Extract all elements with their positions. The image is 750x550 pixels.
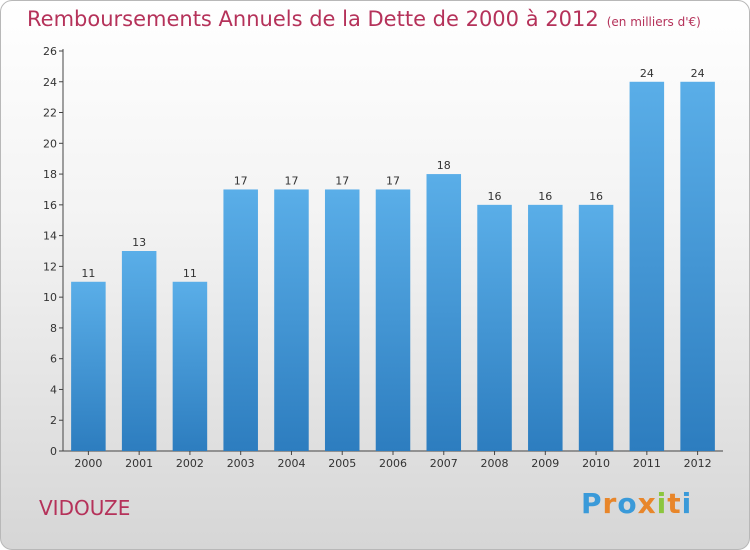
y-tick-label: 4 (50, 383, 57, 396)
x-tick-label: 2011 (633, 457, 661, 470)
bar (324, 189, 360, 451)
logo-letter: P (581, 487, 603, 520)
bar (528, 204, 563, 451)
bar (629, 81, 665, 452)
bar (274, 189, 309, 451)
x-tick-label: 2006 (379, 457, 407, 470)
x-tick-label: 2000 (74, 457, 102, 470)
bar-value-label: 11 (81, 267, 95, 280)
logo-letter: i (681, 487, 693, 520)
y-tick-label: 22 (43, 107, 57, 120)
bar (477, 204, 512, 451)
y-tick-label: 6 (50, 353, 57, 366)
y-tick-label: 14 (43, 230, 57, 243)
bar-value-label: 18 (437, 159, 451, 172)
y-tick-label: 8 (50, 322, 57, 335)
y-tick-label: 16 (43, 199, 57, 212)
bar-value-label: 24 (640, 67, 654, 80)
bar-value-label: 16 (488, 190, 502, 203)
bar-value-label: 17 (386, 174, 400, 187)
y-tick-label: 24 (43, 76, 57, 89)
x-tick-label: 2003 (227, 457, 255, 470)
bar (578, 204, 614, 451)
y-tick-label: 10 (43, 291, 57, 304)
bar (71, 281, 106, 451)
x-tick-label: 2010 (582, 457, 610, 470)
bar-value-label: 16 (589, 190, 603, 203)
bar-value-label: 17 (284, 174, 298, 187)
bar-value-label: 17 (335, 174, 349, 187)
bar (121, 251, 157, 451)
bar (172, 281, 208, 451)
x-tick-label: 2009 (531, 457, 559, 470)
chart-title: Remboursements Annuels de la Dette de 20… (27, 7, 701, 31)
logo-letter: o (617, 487, 638, 520)
place-name: VIDOUZE (39, 496, 131, 520)
bar (223, 189, 258, 451)
y-tick-label: 20 (43, 137, 57, 150)
bar (375, 189, 411, 451)
logo-letter: x (637, 487, 657, 520)
y-tick-label: 2 (50, 414, 57, 427)
bar-value-label: 11 (183, 267, 197, 280)
bar (426, 174, 462, 452)
x-tick-label: 2001 (125, 457, 153, 470)
x-tick-label: 2004 (277, 457, 305, 470)
x-tick-label: 2005 (328, 457, 356, 470)
x-tick-label: 2007 (430, 457, 458, 470)
chart-title-text: Remboursements Annuels de la Dette de 20… (27, 7, 599, 31)
bar-value-label: 13 (132, 236, 146, 249)
y-tick-label: 12 (43, 260, 57, 273)
y-tick-label: 18 (43, 168, 57, 181)
logo-letter: r (602, 487, 618, 520)
bar-value-label: 16 (538, 190, 552, 203)
logo-letter: t (667, 487, 682, 520)
proxiti-logo: Proxiti (581, 487, 692, 520)
x-tick-label: 2002 (176, 457, 204, 470)
bar (680, 81, 715, 452)
bar-value-label: 24 (691, 67, 705, 80)
chart-subtitle: (en milliers d'€) (606, 15, 701, 29)
x-tick-label: 2012 (684, 457, 712, 470)
logo-letter: i (656, 487, 668, 520)
x-tick-label: 2008 (481, 457, 509, 470)
bar-value-label: 17 (234, 174, 248, 187)
y-tick-label: 26 (43, 45, 57, 58)
y-tick-label: 0 (50, 445, 57, 458)
